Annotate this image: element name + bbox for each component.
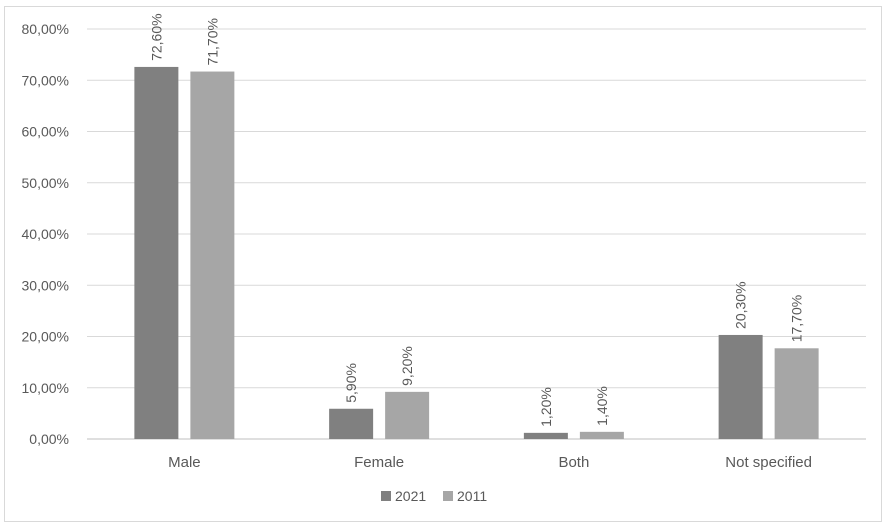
data-label: 17,70% bbox=[789, 295, 805, 342]
y-tick-label: 30,00% bbox=[22, 277, 69, 293]
data-label: 71,70% bbox=[204, 18, 220, 65]
bar-2021-male bbox=[134, 66, 179, 440]
data-label: 72,60% bbox=[148, 13, 164, 60]
x-tick-label: Male bbox=[168, 454, 201, 471]
y-axis-tick-labels: 0,00% 10,00% 20,00% 30,00% 40,00% 50,00% 60,00… bbox=[22, 21, 69, 447]
y-tick-label: 60,00% bbox=[22, 124, 69, 140]
data-label: 1,40% bbox=[594, 386, 610, 426]
data-labels: 72,60% 71,70% 5,90% 9,20% 1,20% 1,40% 20,30% 17… bbox=[148, 13, 804, 426]
bars bbox=[134, 66, 819, 440]
x-tick-label: Both bbox=[558, 454, 589, 471]
data-label: 20,30% bbox=[733, 281, 749, 328]
legend: 2021 2011 bbox=[381, 488, 487, 504]
legend-swatch-2011 bbox=[443, 491, 453, 501]
y-tick-label: 10,00% bbox=[22, 380, 69, 396]
y-tick-label: 40,00% bbox=[22, 226, 69, 242]
data-label: 9,20% bbox=[399, 346, 415, 386]
bar-2021-female bbox=[329, 408, 374, 439]
y-tick-label: 20,00% bbox=[22, 329, 69, 345]
legend-label-2021: 2021 bbox=[395, 488, 426, 504]
x-tick-label: Not specified bbox=[725, 454, 812, 471]
data-label: 5,90% bbox=[343, 363, 359, 403]
bar-2021-not-specified bbox=[718, 334, 763, 439]
bar-2011-not-specified bbox=[774, 348, 819, 439]
bar-2021-both bbox=[523, 432, 568, 439]
y-tick-label: 0,00% bbox=[29, 431, 69, 447]
y-tick-label: 50,00% bbox=[22, 175, 69, 191]
x-tick-label: Female bbox=[354, 454, 404, 471]
y-tick-label: 80,00% bbox=[22, 21, 69, 37]
bar-2011-both bbox=[579, 431, 624, 439]
x-axis-tick-labels: Male Female Both Not specified bbox=[168, 454, 812, 471]
bar-2011-female bbox=[385, 391, 430, 439]
legend-swatch-2021 bbox=[381, 491, 391, 501]
bar-2011-male bbox=[190, 71, 235, 439]
legend-label-2011: 2011 bbox=[457, 488, 487, 504]
y-tick-label: 70,00% bbox=[22, 72, 69, 88]
data-label: 1,20% bbox=[538, 387, 554, 427]
